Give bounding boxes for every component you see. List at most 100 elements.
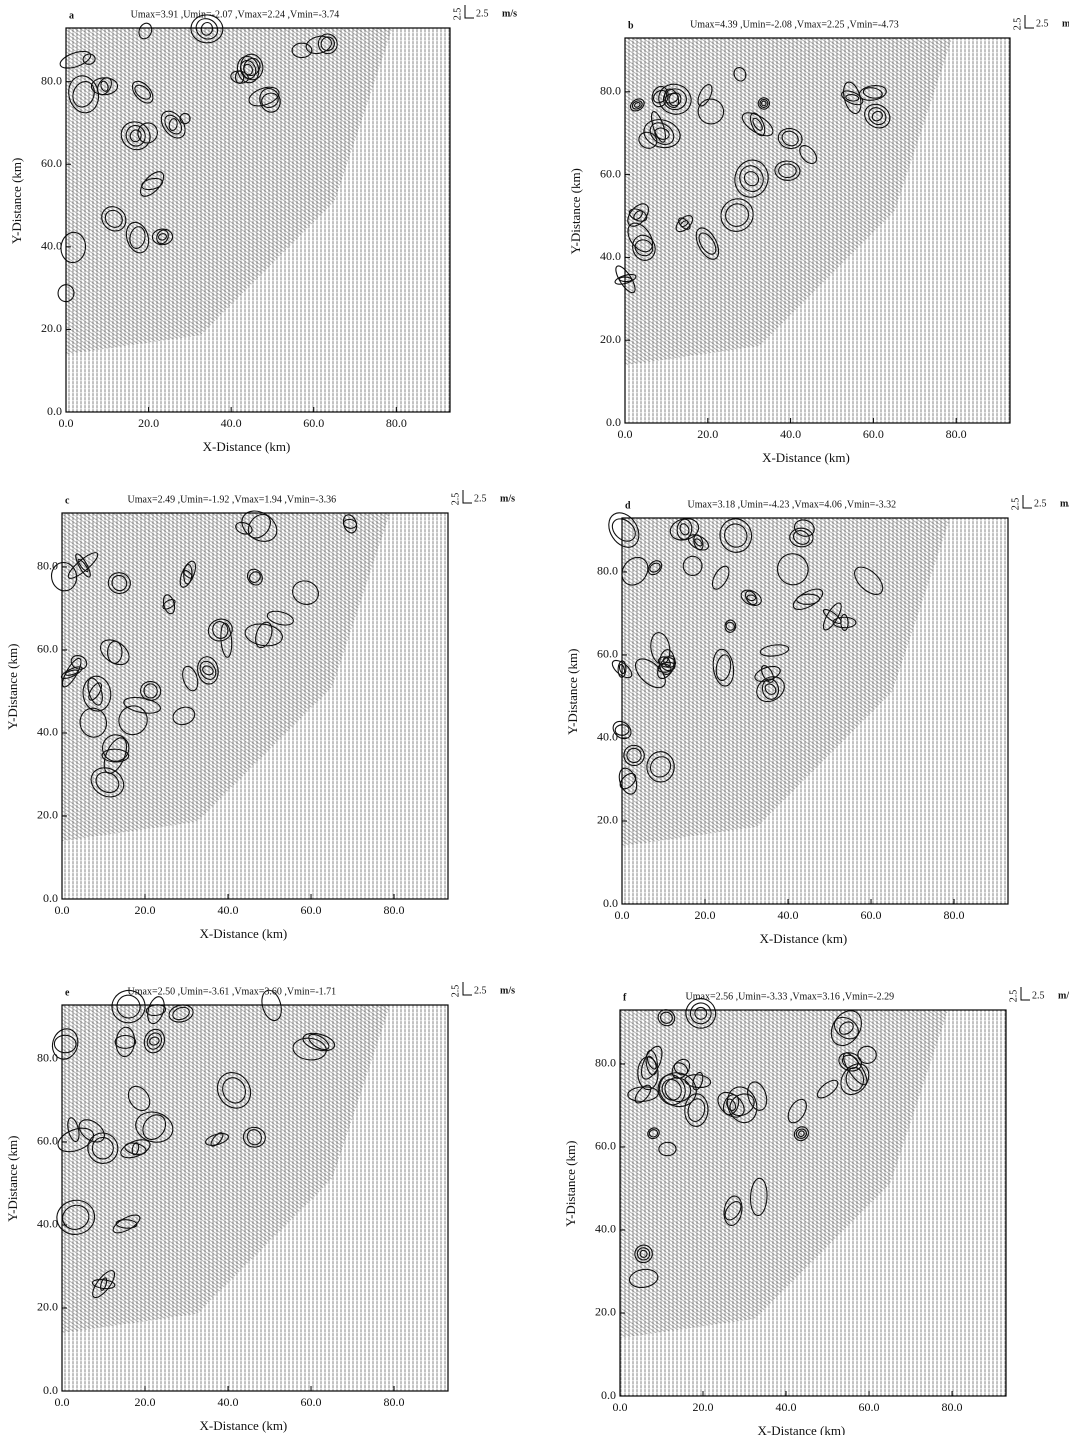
contour	[305, 35, 332, 55]
contour	[840, 1063, 870, 1096]
plot-frame	[61, 512, 449, 900]
reference-vector-v: 2.5	[450, 493, 461, 506]
x-tick-label: 40.0	[778, 908, 799, 922]
dense-vector-region	[622, 518, 951, 847]
contour	[61, 657, 82, 688]
contour	[664, 92, 679, 104]
contour	[135, 1111, 174, 1143]
contour	[634, 239, 654, 257]
contour	[673, 1062, 689, 1076]
contour	[60, 231, 87, 264]
y-tick-label: 40.0	[37, 1217, 58, 1231]
contour	[248, 86, 280, 107]
contour	[798, 1130, 805, 1138]
contour	[761, 678, 780, 700]
contour	[621, 556, 649, 586]
y-tick-label: 20.0	[595, 1305, 616, 1319]
contour	[659, 649, 675, 676]
contour	[146, 1032, 163, 1050]
x-axis-label: X-Distance (km)	[200, 926, 288, 941]
contour	[838, 1052, 863, 1072]
contour	[195, 18, 219, 40]
contour	[724, 523, 748, 548]
x-tick-label: 80.0	[384, 1395, 405, 1409]
contour	[648, 1129, 659, 1138]
contour	[212, 621, 229, 639]
contour	[91, 1136, 114, 1160]
contour	[712, 648, 735, 687]
contour	[619, 772, 637, 790]
contour	[832, 616, 857, 629]
contour	[51, 1028, 79, 1060]
contour	[139, 171, 165, 197]
y-tick-label: 60.0	[595, 1139, 616, 1153]
contour	[120, 1139, 151, 1159]
contour	[137, 122, 158, 144]
contour	[626, 747, 642, 764]
contour	[88, 682, 103, 701]
contour	[104, 209, 123, 228]
x-tick-label: 80.0	[942, 1400, 963, 1414]
contour	[210, 1132, 224, 1147]
contour	[633, 210, 643, 221]
contour	[157, 233, 168, 241]
x-axis-label: X-Distance (km)	[762, 450, 850, 465]
contour	[647, 1127, 660, 1140]
contour	[97, 77, 112, 96]
y-tick-label: 60.0	[37, 1134, 58, 1148]
x-tick-label: 20.0	[135, 1395, 156, 1409]
contour	[724, 619, 737, 633]
contour	[342, 518, 358, 529]
contour	[156, 229, 169, 245]
contour	[662, 88, 687, 111]
y-tick-label: 80.0	[37, 559, 58, 573]
x-axis-label: X-Distance (km)	[200, 1418, 288, 1433]
contour	[247, 513, 271, 539]
panel-header: Umax=4.39 ,Umin=-2.08 ,Vmax=2.25 ,Vmin=-…	[690, 19, 899, 30]
dense-vector-region	[62, 513, 391, 842]
reference-vector-v: 2.5	[1010, 498, 1021, 511]
contour	[612, 720, 632, 740]
x-tick-label: 0.0	[613, 1400, 628, 1414]
x-tick-label: 60.0	[301, 903, 322, 917]
y-tick-label: 0.0	[606, 415, 621, 429]
contour	[78, 1119, 105, 1143]
contour	[107, 640, 123, 664]
contour	[90, 77, 119, 96]
contour	[822, 608, 842, 625]
x-tick-label: 20.0	[697, 427, 718, 441]
contour	[160, 110, 186, 139]
contour	[143, 683, 158, 699]
contour	[733, 67, 747, 82]
y-tick-label: 20.0	[597, 813, 618, 827]
contour	[854, 566, 884, 595]
contour	[776, 553, 809, 586]
unit: m/s	[1058, 990, 1069, 1001]
contour	[857, 1045, 877, 1064]
contour	[761, 665, 775, 683]
contour	[141, 177, 164, 191]
contour	[82, 53, 96, 65]
contour	[792, 588, 824, 611]
y-tick-label: 80.0	[41, 73, 62, 87]
contour	[127, 1085, 151, 1112]
x-tick-label: 20.0	[693, 1400, 714, 1414]
x-tick-label: 80.0	[386, 416, 407, 430]
contour	[711, 565, 730, 590]
contour	[693, 534, 704, 551]
contour	[631, 100, 643, 110]
contour	[259, 87, 281, 113]
contour	[793, 1126, 809, 1142]
contour	[789, 527, 814, 548]
contour	[116, 994, 141, 1019]
contour	[689, 1002, 712, 1025]
contour	[90, 767, 125, 798]
contour	[242, 1126, 266, 1148]
contour	[114, 1034, 137, 1049]
contour	[162, 598, 176, 610]
contour	[261, 989, 282, 1022]
y-tick-label: 60.0	[41, 156, 62, 170]
contour	[715, 654, 732, 682]
contour	[756, 676, 785, 703]
